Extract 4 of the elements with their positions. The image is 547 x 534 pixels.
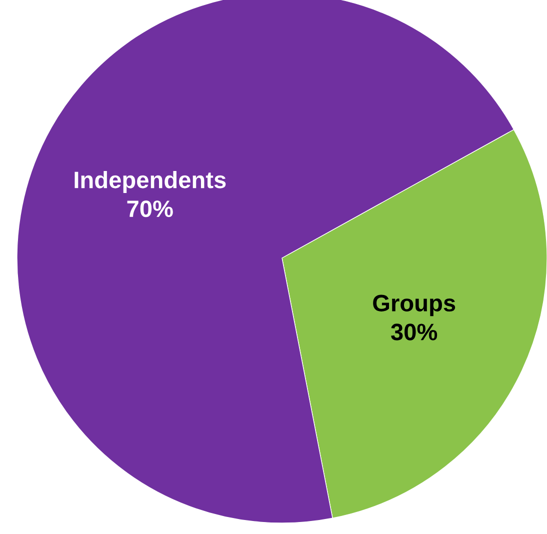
slice-label: Independents (74, 170, 226, 193)
slice-label: Groups (373, 294, 456, 316)
data-label: 30% (391, 324, 438, 340)
data-label: 70% (127, 200, 173, 218)
